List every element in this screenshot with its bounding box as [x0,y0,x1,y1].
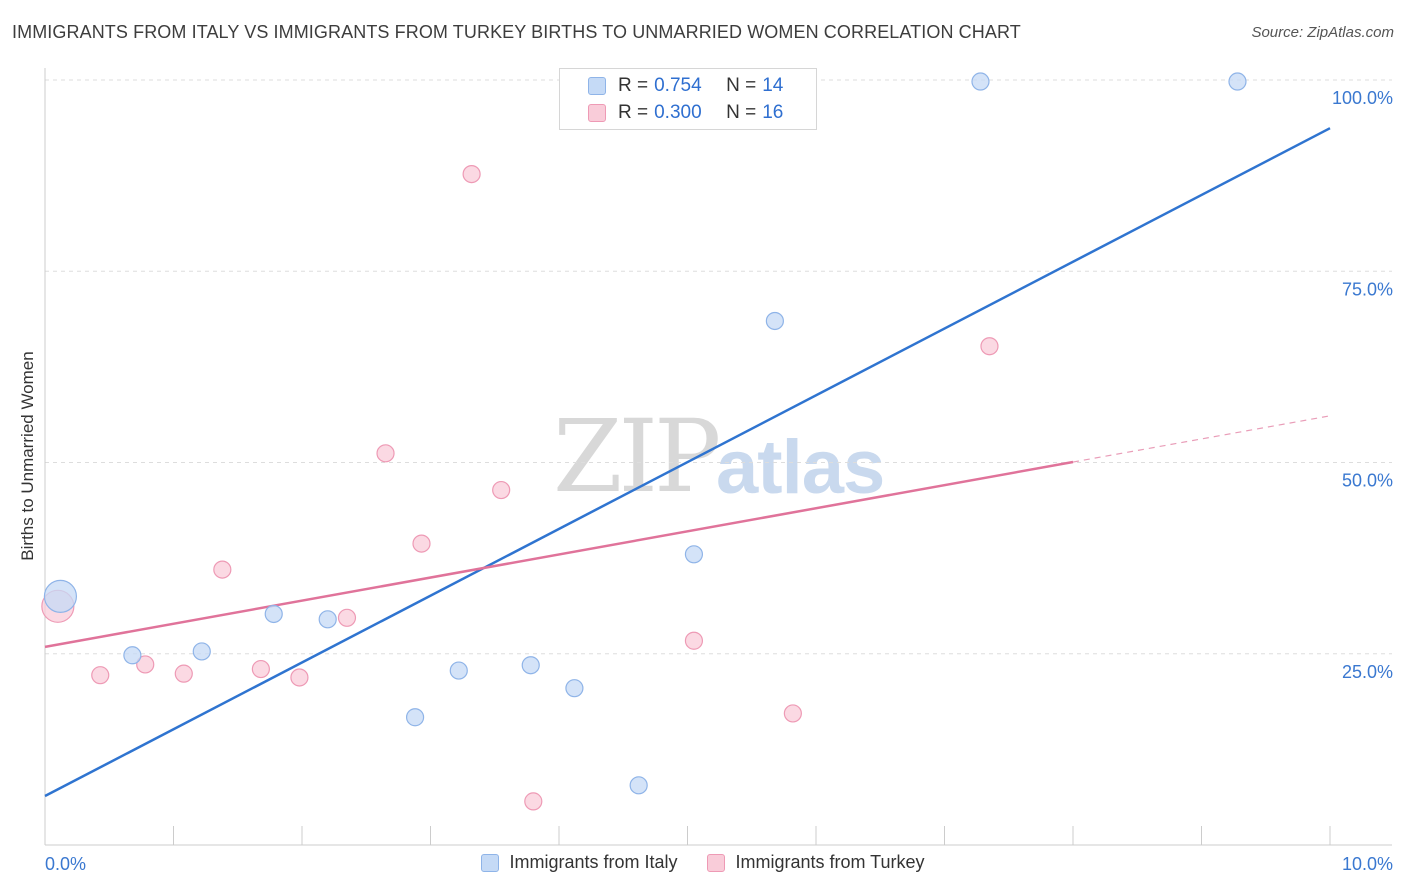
turkey-point-12 [524,792,543,811]
y-tick-label: 75.0% [1342,279,1393,299]
chart-title: IMMIGRANTS FROM ITALY VS IMMIGRANTS FROM… [12,22,1021,42]
watermark-atlas: atlas [716,425,885,510]
italy-point-5 [405,708,425,727]
x-tick-label-min: 0.0% [45,854,86,874]
italy-point-12 [971,72,990,91]
turkey-point-9 [412,534,431,553]
italy-point-8 [565,679,584,698]
watermark-zip: ZIP [553,398,721,515]
turkey-swatch [588,104,606,122]
turkey-point-13 [684,631,704,650]
legend-italy-label: Immigrants from Italy [509,852,678,872]
turkey-point-5 [251,659,270,679]
y-tick-label: 25.0% [1342,662,1393,682]
italy-point-2 [192,642,211,661]
italy-trend-line [44,127,1331,798]
italy-point-3 [264,604,283,624]
x-tick-label-max: 10.0% [1342,854,1393,874]
turkey-point-8 [376,444,395,463]
italy-point-9 [629,776,648,795]
italy-point-1 [123,646,142,665]
trend-layer [44,127,1331,798]
series-legend: Immigrants from Italy Immigrants from Tu… [0,852,1406,873]
turkey-point-10 [462,164,481,184]
turkey-point-1 [91,666,110,685]
legend-item-turkey[interactable]: Immigrants from Turkey [707,852,925,873]
turkey-point-11 [492,480,511,500]
legend-turkey-n-value: 16 [762,102,784,123]
legend-italy-n-value: 14 [762,75,784,96]
turkey-point-7 [337,608,357,627]
turkey-point-3 [174,664,193,683]
turkey-point-14 [783,704,802,723]
turkey-trend-extension [1072,415,1331,463]
turkey-point-6 [290,668,309,687]
legend-row-turkey: R = 0.300 N = 16 [588,102,783,124]
tick-label-layer: 25.0% 50.0% 75.0% 100.0% 0.0% 10.0% [45,88,1393,874]
legend-italy-r-label: R = [618,75,649,96]
axis-layer [44,68,1392,846]
italy-point-13 [1228,72,1247,91]
legend-turkey-r-label: R = [618,102,649,123]
turkey-legend-swatch [707,853,726,872]
legend-italy-r-value: 0.754 [654,75,702,96]
point-layer [41,72,1247,811]
italy-point-7 [521,656,540,675]
legend-turkey-label: Immigrants from Turkey [735,852,925,872]
italy-point-6 [449,661,468,680]
y-tick-label: 50.0% [1342,471,1393,491]
source-label: Source: ZipAtlas.com [1251,24,1394,41]
y-tick-label: 100.0% [1332,88,1393,108]
italy-point-10 [684,545,704,564]
legend-turkey-r-value: 0.300 [654,102,702,123]
italy-point-4 [318,610,337,629]
italy-swatch [588,77,606,95]
legend-italy-n-label: N = [726,75,757,96]
turkey-point-2 [136,655,155,674]
legend-row-italy: R = 0.754 N = 14 [588,75,783,97]
legend-item-italy[interactable]: Immigrants from Italy [481,852,677,873]
correlation-legend: R = 0.754 N = 14 R = 0.300 N = 16 [559,68,817,130]
turkey-point-4 [213,560,232,579]
turkey-point-15 [980,337,999,356]
italy-point-0 [43,579,78,613]
italy-legend-swatch [481,853,500,872]
turkey-trend-line [44,460,1074,649]
italy-point-11 [765,311,784,331]
legend-turkey-n-label: N = [726,102,757,123]
grid-layer [45,79,1392,655]
